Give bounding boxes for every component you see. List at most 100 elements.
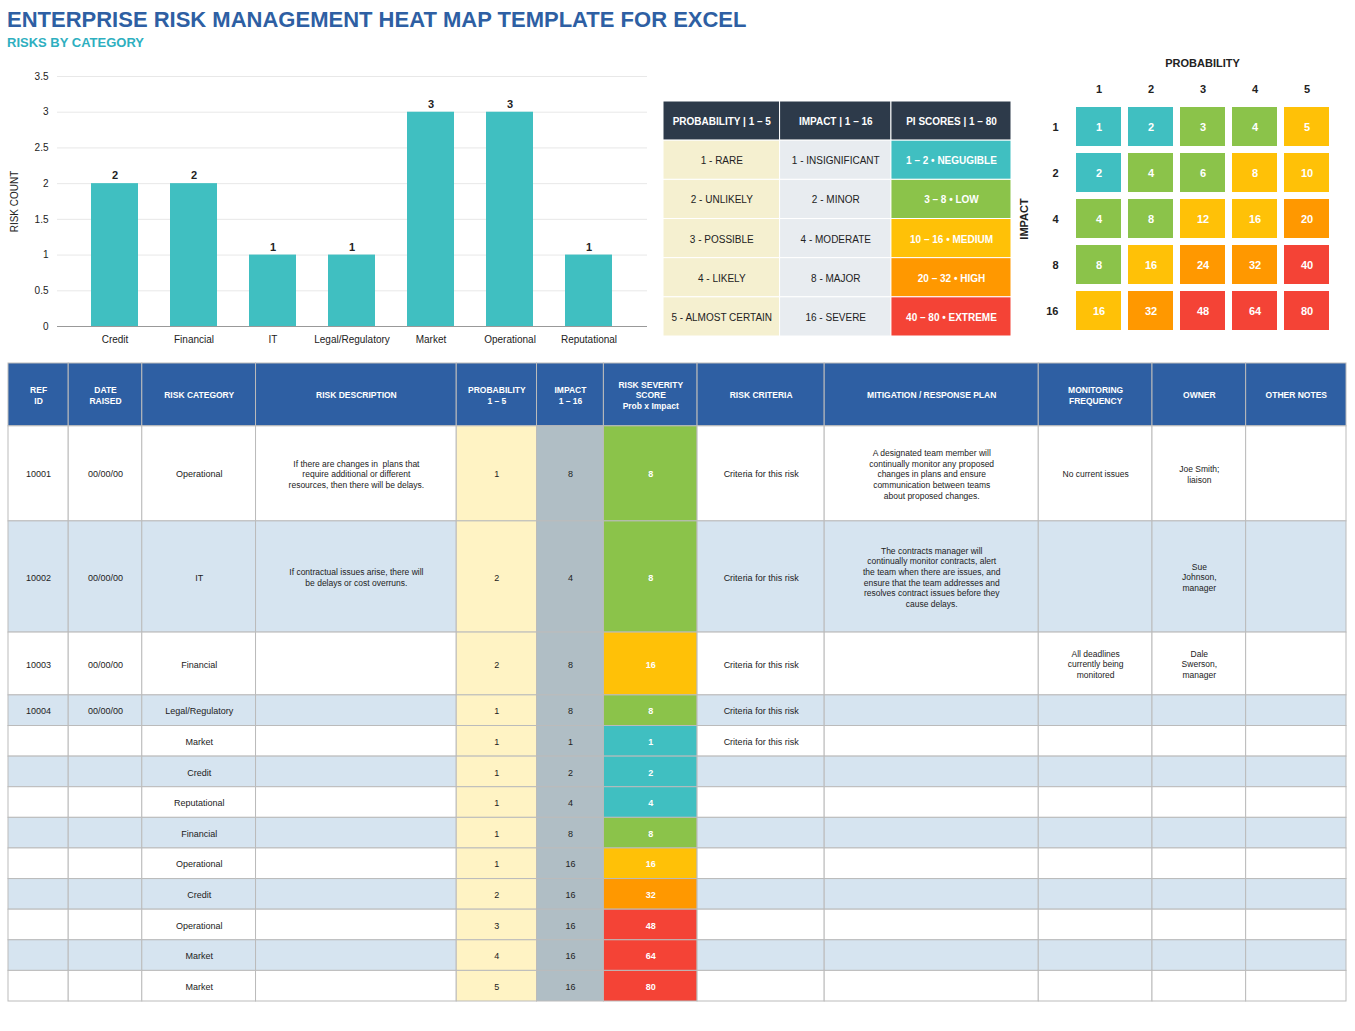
svg-text:1: 1: [494, 768, 499, 778]
svg-text:2 - UNLIKELY: 2 - UNLIKELY: [691, 194, 753, 205]
svg-text:3.5: 3.5: [35, 71, 49, 82]
svg-text:3 – 8 • LOW: 3 – 8 • LOW: [924, 194, 979, 205]
svg-text:64: 64: [1249, 305, 1262, 317]
svg-text:80: 80: [1301, 305, 1313, 317]
svg-text:RISK CRITERIA: RISK CRITERIA: [730, 390, 793, 400]
svg-text:1: 1: [43, 249, 49, 260]
svg-text:3: 3: [1200, 83, 1206, 95]
svg-text:4 - MODERATE: 4 - MODERATE: [801, 234, 872, 245]
svg-text:Reputational: Reputational: [174, 798, 225, 808]
svg-text:8: 8: [648, 573, 653, 583]
svg-text:IT: IT: [269, 334, 278, 345]
svg-text:2: 2: [1096, 167, 1102, 179]
svg-text:2.5: 2.5: [35, 142, 49, 153]
svg-text:RISK COUNT: RISK COUNT: [9, 171, 20, 233]
svg-text:4: 4: [494, 951, 499, 961]
svg-text:RISK SEVERITYSCOREProb x Impac: RISK SEVERITYSCOREProb x Impact: [618, 380, 683, 411]
svg-text:2: 2: [494, 573, 499, 583]
svg-text:1: 1: [586, 241, 592, 253]
svg-text:1.5: 1.5: [35, 214, 49, 225]
svg-text:If contractual issues arise, t: If contractual issues arise, there willb…: [289, 567, 423, 588]
svg-text:10003: 10003: [26, 660, 51, 670]
svg-text:3: 3: [1200, 121, 1206, 133]
svg-text:Criteria for this risk: Criteria for this risk: [724, 573, 800, 583]
svg-text:RISK DESCRIPTION: RISK DESCRIPTION: [316, 390, 397, 400]
svg-text:80: 80: [646, 982, 656, 992]
svg-text:8: 8: [568, 469, 573, 479]
svg-text:Criteria for this risk: Criteria for this risk: [724, 737, 800, 747]
svg-text:32: 32: [1249, 259, 1261, 271]
svg-text:00/00/00: 00/00/00: [88, 660, 123, 670]
svg-text:8: 8: [1148, 213, 1154, 225]
svg-text:Market: Market: [185, 982, 213, 992]
svg-text:REFID: REFID: [30, 385, 47, 406]
svg-text:1: 1: [494, 829, 499, 839]
svg-text:1: 1: [648, 737, 653, 747]
svg-text:DaleSwerson,manager: DaleSwerson,manager: [1182, 649, 1217, 680]
svg-text:16: 16: [1093, 305, 1105, 317]
svg-text:1: 1: [1096, 121, 1102, 133]
svg-text:4: 4: [568, 573, 573, 583]
svg-text:1: 1: [568, 737, 573, 747]
svg-text:2: 2: [1148, 83, 1154, 95]
svg-text:24: 24: [1197, 259, 1210, 271]
svg-text:10002: 10002: [26, 573, 51, 583]
svg-text:0.5: 0.5: [35, 285, 49, 296]
svg-text:4: 4: [648, 798, 653, 808]
svg-text:2 - MINOR: 2 - MINOR: [812, 194, 860, 205]
svg-text:5: 5: [1304, 83, 1310, 95]
svg-text:16: 16: [646, 859, 656, 869]
svg-text:2: 2: [494, 890, 499, 900]
svg-text:2: 2: [1052, 167, 1058, 179]
svg-text:MONITORINGFREQUENCY: MONITORINGFREQUENCY: [1068, 385, 1123, 406]
svg-text:8: 8: [1252, 167, 1258, 179]
svg-text:48: 48: [646, 921, 656, 931]
svg-text:PROBABILITY: PROBABILITY: [1165, 57, 1240, 69]
svg-text:10: 10: [1301, 167, 1313, 179]
svg-text:Operational: Operational: [176, 469, 223, 479]
svg-text:Financial: Financial: [181, 829, 217, 839]
svg-text:16: 16: [565, 859, 575, 869]
svg-text:10004: 10004: [26, 706, 51, 716]
svg-text:10 – 16 • MEDIUM: 10 – 16 • MEDIUM: [910, 234, 993, 245]
svg-text:16: 16: [1145, 259, 1157, 271]
svg-text:3: 3: [494, 921, 499, 931]
svg-text:1: 1: [270, 241, 276, 253]
svg-text:DATERAISED: DATERAISED: [89, 385, 121, 406]
svg-text:32: 32: [646, 890, 656, 900]
svg-text:3: 3: [428, 98, 434, 110]
svg-text:5 - ALMOST CERTAIN: 5 - ALMOST CERTAIN: [671, 312, 772, 323]
svg-text:4 - LIKELY: 4 - LIKELY: [698, 273, 746, 284]
svg-text:4: 4: [568, 798, 573, 808]
svg-text:16: 16: [646, 660, 656, 670]
svg-text:5: 5: [1304, 121, 1310, 133]
svg-text:4: 4: [1096, 213, 1103, 225]
svg-text:Criteria for this risk: Criteria for this risk: [724, 660, 800, 670]
svg-text:Criteria for this risk: Criteria for this risk: [724, 706, 800, 716]
svg-text:1: 1: [494, 706, 499, 716]
svg-text:Legal/Regulatory: Legal/Regulatory: [165, 706, 234, 716]
svg-text:2: 2: [648, 768, 653, 778]
svg-text:8: 8: [648, 469, 653, 479]
svg-text:1: 1: [1096, 83, 1102, 95]
svg-text:16: 16: [565, 921, 575, 931]
svg-text:No current issues: No current issues: [1063, 469, 1129, 479]
svg-text:48: 48: [1197, 305, 1209, 317]
svg-text:0: 0: [43, 321, 49, 332]
svg-text:PI SCORES | 1 – 80: PI SCORES | 1 – 80: [906, 116, 997, 127]
svg-text:8: 8: [1096, 259, 1102, 271]
svg-text:Market: Market: [416, 334, 447, 345]
svg-text:3: 3: [507, 98, 513, 110]
svg-text:Market: Market: [185, 737, 213, 747]
svg-text:2: 2: [112, 169, 118, 181]
svg-text:Criteria for this risk: Criteria for this risk: [724, 469, 800, 479]
svg-text:8: 8: [568, 829, 573, 839]
svg-text:SueJohnson,manager: SueJohnson,manager: [1182, 562, 1217, 593]
svg-text:Reputational: Reputational: [561, 334, 617, 345]
svg-text:12: 12: [1197, 213, 1209, 225]
svg-text:8: 8: [1052, 259, 1058, 271]
svg-text:6: 6: [1200, 167, 1206, 179]
svg-text:Legal/Regulatory: Legal/Regulatory: [314, 334, 390, 345]
svg-text:5: 5: [494, 982, 499, 992]
svg-text:Operational: Operational: [484, 334, 536, 345]
